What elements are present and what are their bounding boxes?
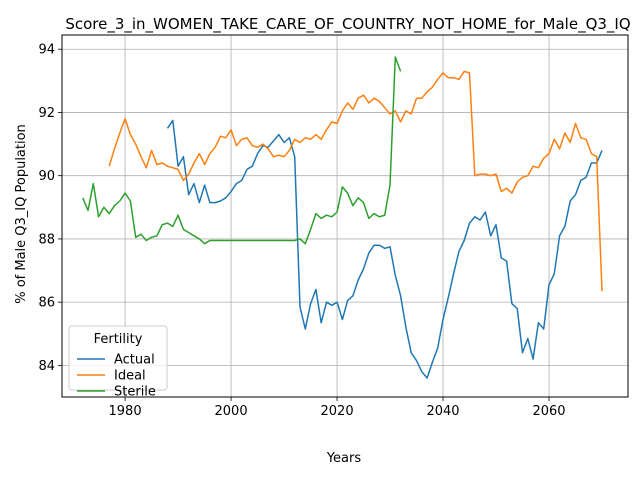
series-lines (82, 56, 603, 379)
y-tick-label: 92 (38, 106, 55, 121)
y-axis: 84 86 88 90 92 94 (38, 43, 62, 374)
legend-label-actual: Actual (114, 353, 155, 368)
series-line-ideal (108, 70, 603, 292)
y-tick-label: 84 (38, 359, 55, 374)
x-axis: 1980 2000 2020 2040 2060 (109, 397, 566, 419)
y-tick-label: 94 (38, 43, 55, 58)
legend-box (68, 325, 168, 391)
x-tick-label: 2020 (321, 404, 354, 419)
y-tick-label: 86 (38, 296, 55, 311)
x-tick-label: 2000 (215, 404, 248, 419)
legend-title: Fertility (94, 332, 143, 347)
series-line-actual (166, 119, 603, 379)
x-tick-label: 2040 (426, 404, 459, 419)
y-tick-label: 90 (38, 169, 55, 184)
x-tick-label: 1980 (109, 404, 142, 419)
series-line-sterile (82, 56, 402, 245)
y-tick-label: 88 (38, 232, 55, 247)
x-tick-label: 2060 (532, 404, 565, 419)
y-axis-label: % of Male Q3_IQ Population (14, 124, 29, 304)
legend-label-sterile: Sterile (114, 385, 156, 400)
chart-title: Score_3_in_WOMEN_TAKE_CARE_OF_COUNTRY_NO… (65, 15, 630, 34)
axes-frame (61, 34, 629, 398)
x-axis-label: Years (326, 451, 362, 466)
legend-label-ideal: Ideal (114, 369, 146, 384)
